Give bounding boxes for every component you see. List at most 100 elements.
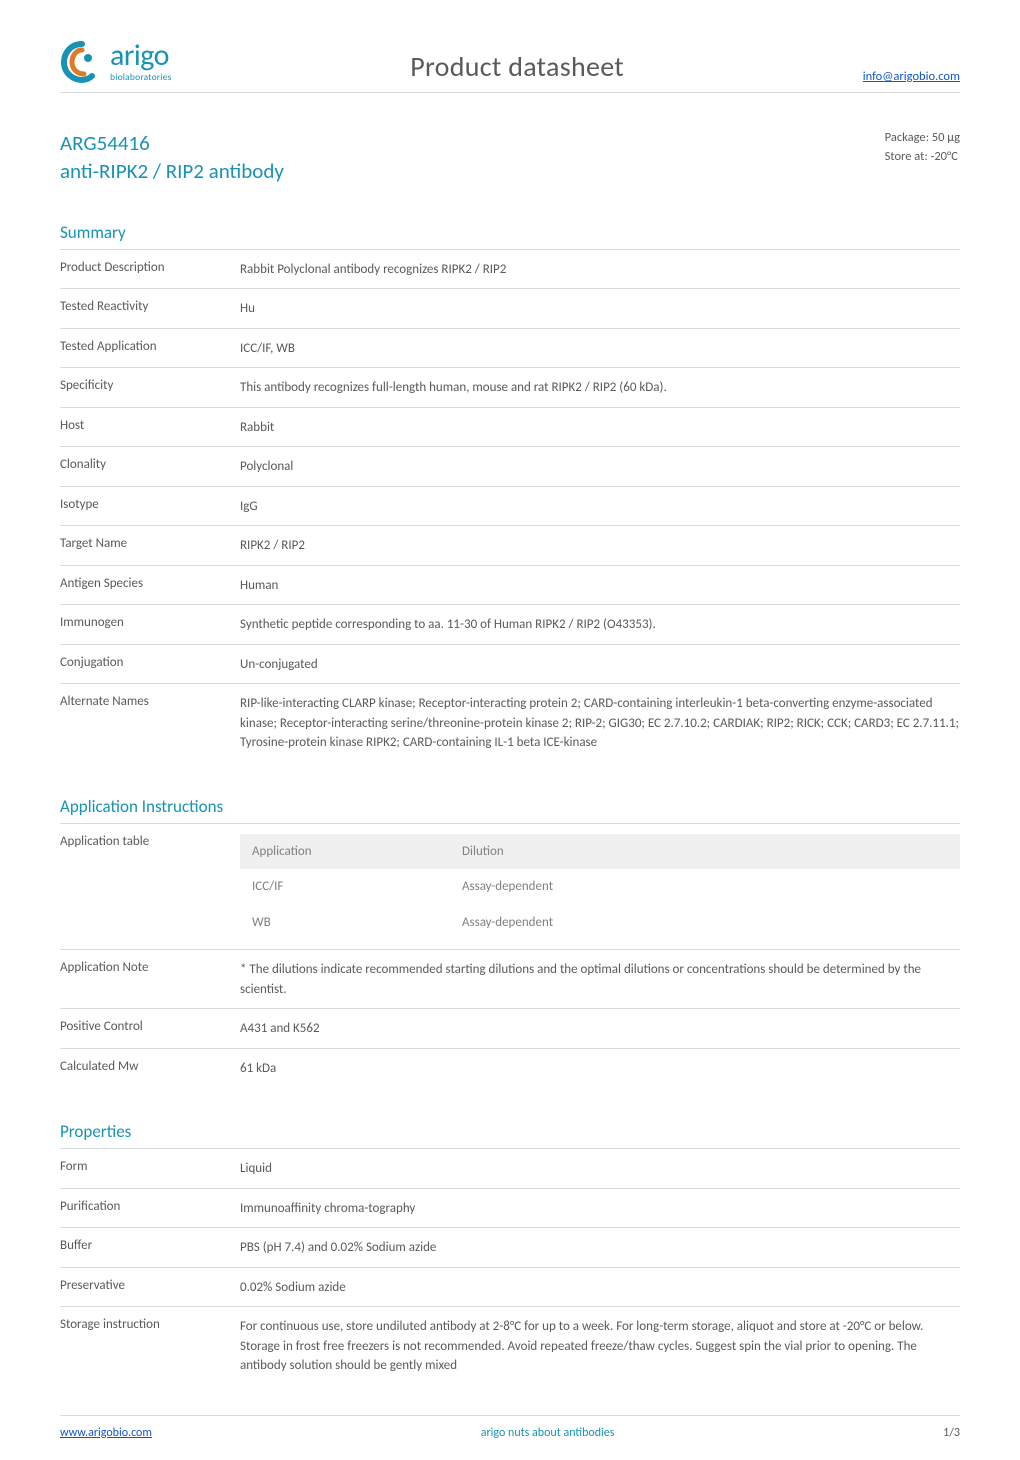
product-store: Store at: -20°C [885, 148, 960, 167]
logo-block: arigo biolaboratories [60, 40, 172, 84]
product-meta: Package: 50 μg Store at: -20°C [885, 129, 960, 167]
kv-key: Conjugation [60, 655, 240, 675]
kv-row: SpecificityThis antibody recognizes full… [60, 367, 960, 407]
app-table-row: ICC/IFAssay-dependent [240, 869, 960, 905]
kv-row: Tested ReactivityHu [60, 288, 960, 328]
kv-row: FormLiquid [60, 1148, 960, 1188]
brand-name: arigo [110, 41, 172, 71]
kv-val: RIPK2 / RIP2 [240, 536, 960, 556]
document-title: Product datasheet [410, 49, 624, 84]
kv-row: Calculated Mw61 kDa [60, 1048, 960, 1088]
kv-val: ICC/IF, WB [240, 339, 960, 359]
app-col-header-2: Dilution [450, 834, 960, 870]
kv-row: Tested ApplicationICC/IF, WB [60, 328, 960, 368]
kv-val: Liquid [240, 1159, 960, 1179]
kv-key: Storage instruction [60, 1317, 240, 1376]
kv-row: ClonalityPolyclonal [60, 446, 960, 486]
app-cell: Assay-dependent [450, 905, 960, 941]
kv-key: Application table [60, 834, 240, 941]
kv-key: Calculated Mw [60, 1059, 240, 1079]
kv-val: Rabbit [240, 418, 960, 438]
kv-row: BufferPBS (pH 7.4) and 0.02% Sodium azid… [60, 1227, 960, 1267]
kv-key: Buffer [60, 1238, 240, 1258]
kv-val: PBS (pH 7.4) and 0.02% Sodium azide [240, 1238, 960, 1258]
section-app-instructions: Application Instructions Application tab… [60, 796, 960, 1088]
kv-val: 61 kDa [240, 1059, 960, 1079]
section-properties: Properties FormLiquidPurificationImmunoa… [60, 1121, 960, 1385]
kv-row: ConjugationUn-conjugated [60, 644, 960, 684]
app-rows: Application Note* The dilutions indicate… [60, 949, 960, 1087]
footer-website-link[interactable]: www.arigobio.com [60, 1426, 152, 1440]
brand-subtitle: biolaboratories [110, 73, 172, 83]
kv-key: Form [60, 1159, 240, 1179]
product-name: anti-RIPK2 / RIP2 antibody [60, 157, 284, 185]
app-table-header: Application Dilution [240, 834, 960, 870]
kv-key: Tested Reactivity [60, 299, 240, 319]
kv-val: 0.02% Sodium azide [240, 1278, 960, 1298]
kv-key: Specificity [60, 378, 240, 398]
summary-rows: Product DescriptionRabbit Polyclonal ant… [60, 249, 960, 762]
app-table-row: WBAssay-dependent [240, 905, 960, 941]
product-package: Package: 50 μg [885, 129, 960, 148]
kv-key: Target Name [60, 536, 240, 556]
kv-val: RIP-like-interacting CLARP kinase; Recep… [240, 694, 960, 753]
footer-tagline: arigo nuts about antibodies [481, 1426, 615, 1440]
kv-val: Rabbit Polyclonal antibody recognizes RI… [240, 260, 960, 280]
kv-row: Product DescriptionRabbit Polyclonal ant… [60, 249, 960, 289]
kv-val: For continuous use, store undiluted anti… [240, 1317, 960, 1376]
app-cell: WB [240, 905, 450, 941]
kv-row-app-table: Application table Application Dilution I… [60, 823, 960, 950]
kv-key: Purification [60, 1199, 240, 1219]
kv-row: Storage instructionFor continuous use, s… [60, 1306, 960, 1385]
kv-val: Immunoaffinity chroma-tography [240, 1199, 960, 1219]
kv-val: Hu [240, 299, 960, 319]
kv-key: Preservative [60, 1278, 240, 1298]
kv-key: Isotype [60, 497, 240, 517]
kv-key: Immunogen [60, 615, 240, 635]
kv-key: Alternate Names [60, 694, 240, 753]
kv-val: Synthetic peptide corresponding to aa. 1… [240, 615, 960, 635]
kv-row: Target NameRIPK2 / RIP2 [60, 525, 960, 565]
logo-text: arigo biolaboratories [110, 41, 172, 83]
app-cell: ICC/IF [240, 869, 450, 905]
product-id: ARG54416 [60, 129, 284, 157]
kv-row: Preservative0.02% Sodium azide [60, 1267, 960, 1307]
kv-key: Product Description [60, 260, 240, 280]
section-title-app: Application Instructions [60, 796, 960, 817]
kv-val: Un-conjugated [240, 655, 960, 675]
kv-val: Polyclonal [240, 457, 960, 477]
kv-val: Human [240, 576, 960, 596]
kv-row: Application Note* The dilutions indicate… [60, 949, 960, 1008]
kv-row: HostRabbit [60, 407, 960, 447]
kv-val: A431 and K562 [240, 1019, 960, 1039]
kv-key: Antigen Species [60, 576, 240, 596]
kv-key: Clonality [60, 457, 240, 477]
page-footer: www.arigobio.com arigo nuts about antibo… [60, 1415, 960, 1440]
kv-row: Antigen SpeciesHuman [60, 565, 960, 605]
properties-rows: FormLiquidPurificationImmunoaffinity chr… [60, 1148, 960, 1385]
kv-row: IsotypeIgG [60, 486, 960, 526]
logo-swirl-icon [60, 40, 104, 84]
app-cell: Assay-dependent [450, 869, 960, 905]
app-table: Application Dilution ICC/IFAssay-depende… [240, 834, 960, 941]
kv-val: This antibody recognizes full-length hum… [240, 378, 960, 398]
footer-page-number: 1/3 [943, 1426, 960, 1440]
kv-row: Alternate NamesRIP-like-interacting CLAR… [60, 683, 960, 762]
kv-row: PurificationImmunoaffinity chroma-tograp… [60, 1188, 960, 1228]
kv-val: * The dilutions indicate recommended sta… [240, 960, 960, 999]
kv-key: Positive Control [60, 1019, 240, 1039]
app-table-body: ICC/IFAssay-dependentWBAssay-dependent [240, 869, 960, 940]
section-title-summary: Summary [60, 222, 960, 243]
info-email-link[interactable]: info@arigobio.com [863, 69, 960, 84]
kv-key: Application Note [60, 960, 240, 999]
section-summary: Summary Product DescriptionRabbit Polycl… [60, 222, 960, 762]
section-title-properties: Properties [60, 1121, 960, 1142]
product-header: ARG54416 anti-RIPK2 / RIP2 antibody Pack… [60, 129, 960, 186]
kv-row: Positive ControlA431 and K562 [60, 1008, 960, 1048]
footer-tag-text: nuts about antibodies [505, 1426, 614, 1440]
app-col-header-1: Application [240, 834, 450, 870]
product-title-block: ARG54416 anti-RIPK2 / RIP2 antibody [60, 129, 284, 186]
kv-key: Host [60, 418, 240, 438]
kv-val: IgG [240, 497, 960, 517]
page-header: arigo biolaboratories Product datasheet … [60, 40, 960, 93]
